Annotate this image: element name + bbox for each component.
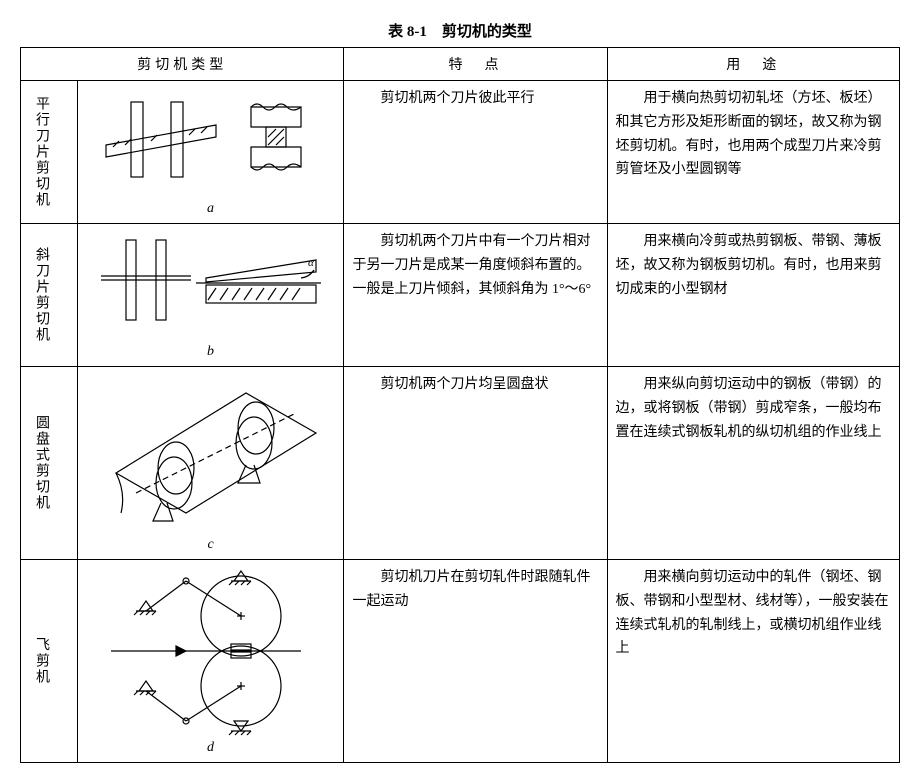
diagram-label: b: [86, 344, 336, 360]
diagram-label: c: [86, 537, 336, 553]
feature-text: 剪切机刀片在剪切轧件时跟随轧件一起运动: [352, 566, 598, 614]
table-title: 表 8-1 剪切机的类型: [20, 20, 900, 41]
diagram-disc-shear: [96, 373, 326, 533]
col-header-usage: 用 途: [607, 48, 900, 81]
diagram-label: d: [86, 740, 336, 756]
row-name: 飞剪机: [29, 637, 51, 685]
feature-text: 剪切机两个刀片均呈圆盘状: [352, 373, 598, 397]
row-name: 斜刀片剪切机: [29, 247, 51, 343]
shear-types-table: 剪切机类型 特 点 用 途 平行刀片剪切机: [20, 47, 900, 763]
row-name: 圆盘式剪切机: [29, 415, 51, 511]
diagram-flying-shear: [91, 566, 331, 736]
col-header-type: 剪切机类型: [21, 48, 344, 81]
svg-text:α: α: [308, 257, 314, 269]
table-row: 斜刀片剪切机: [21, 224, 900, 367]
usage-text: 用来横向剪切运动中的轧件（钢坯、钢板、带钢和小型型材、线材等），一般安装在连续式…: [616, 566, 892, 661]
usage-text: 用来横向冷剪或热剪钢板、带钢、薄板坯，故又称为钢板剪切机。有时，也用来剪切成束的…: [616, 230, 892, 301]
row-name: 平行刀片剪切机: [29, 96, 51, 208]
table-row: 圆盘式剪切机: [21, 367, 900, 560]
header-row: 剪切机类型 特 点 用 途: [21, 48, 900, 81]
table-row: 平行刀片剪切机: [21, 81, 900, 224]
diagram-inclined-blade: α: [96, 230, 326, 340]
table-row: 飞剪机: [21, 560, 900, 763]
diagram-parallel-blade: [101, 87, 321, 197]
feature-text: 剪切机两个刀片彼此平行: [352, 87, 598, 111]
col-header-feature: 特 点: [344, 48, 607, 81]
diagram-label: a: [86, 201, 336, 217]
usage-text: 用来纵向剪切运动中的钢板（带钢）的边，或将钢板（带钢）剪成窄条，一般均布置在连续…: [616, 373, 892, 444]
feature-text: 剪切机两个刀片中有一个刀片相对于另一刀片是成某一角度倾斜布置的。一般是上刀片倾斜…: [352, 230, 598, 301]
usage-text: 用于横向热剪切初轧坯（方坯、板坯）和其它方形及矩形断面的钢坯，故又称为钢坯剪切机…: [616, 87, 892, 182]
